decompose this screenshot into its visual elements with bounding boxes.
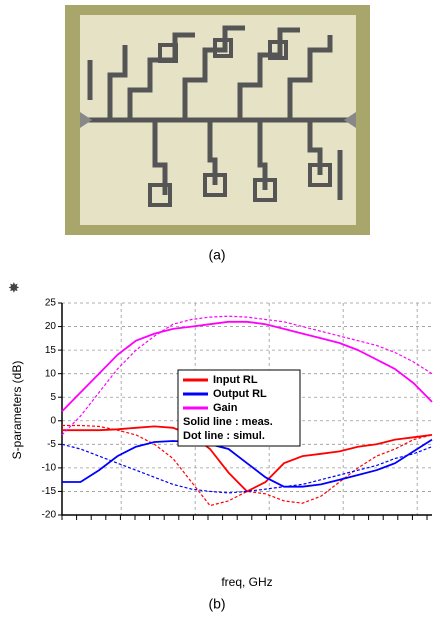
y-tick-label: -10 <box>42 463 57 474</box>
y-tick-label: 5 <box>50 392 56 403</box>
plot: -20 -15 -10 -5 0 5 10 15 20 25 <box>42 298 433 521</box>
y-tick-label: 15 <box>45 345 57 356</box>
legend-label: Input RL <box>213 374 258 386</box>
measured-line <box>62 438 433 488</box>
legend-note: Solid line : meas. <box>183 416 273 428</box>
legend-label: Gain <box>213 402 238 414</box>
y-tick-label: 20 <box>45 321 57 332</box>
simulated-line <box>62 424 433 507</box>
simulated-line <box>61 443 433 494</box>
y-tick-label: 10 <box>45 368 57 379</box>
y-axis-label: S-parameters (dB) <box>10 361 24 460</box>
y-tick-label: 25 <box>45 298 57 309</box>
legend-note: Dot line : simul. <box>183 430 265 442</box>
simulated-line <box>61 315 433 436</box>
y-tick-label: -15 <box>42 486 57 497</box>
x-axis-label: freq, GHz <box>221 575 272 589</box>
caption: (a) <box>208 247 225 263</box>
y-tick-label: 0 <box>50 415 56 426</box>
circuit-pads <box>148 38 332 207</box>
chip-photo <box>65 5 370 235</box>
legend: Input RL Output RL Gain Solid line : meas. D… <box>177 369 301 447</box>
y-tick-label: -5 <box>47 439 56 450</box>
y-tick-label: -20 <box>42 510 57 521</box>
measured-line <box>61 320 433 413</box>
marker-icon: ✸ <box>8 280 20 296</box>
legend-label: Output RL <box>213 388 267 400</box>
circuit-traces <box>82 25 354 200</box>
caption: (b) <box>208 596 225 612</box>
